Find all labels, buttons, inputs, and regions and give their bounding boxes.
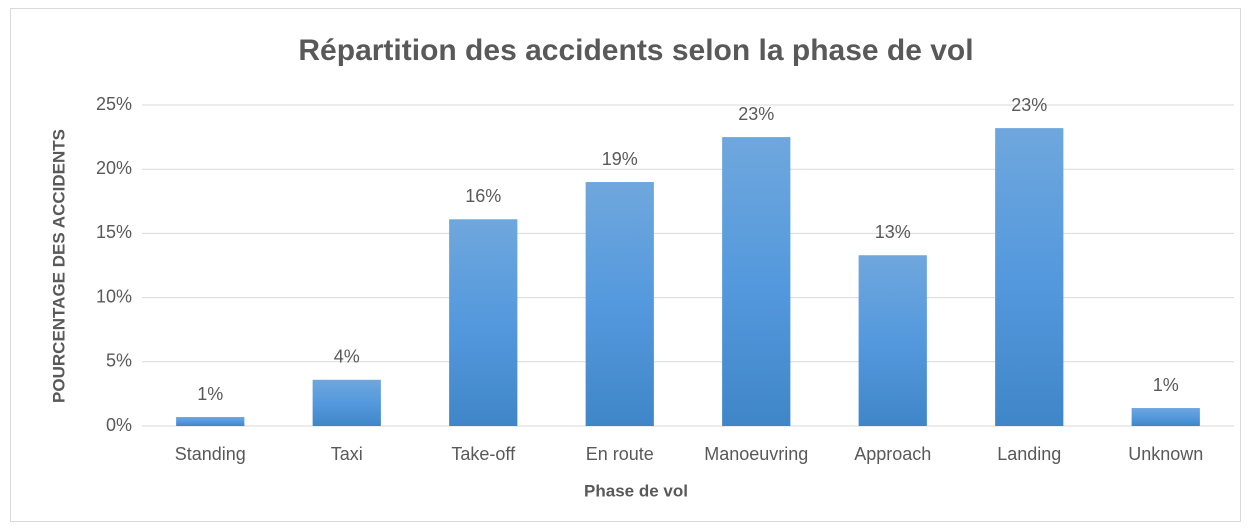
data-label: 13% <box>875 222 911 242</box>
data-label: 4% <box>334 347 360 367</box>
bar <box>176 417 245 426</box>
x-axis-label: Phase de vol <box>584 481 688 500</box>
x-tick-label: Manoeuvring <box>704 444 808 464</box>
y-tick-label: 20% <box>96 158 132 178</box>
data-label: 19% <box>602 149 638 169</box>
x-tick-label: Unknown <box>1128 444 1203 464</box>
y-tick-label: 25% <box>96 94 132 114</box>
y-axis-label: POURCENTAGE DES ACCIDENTS <box>49 129 68 403</box>
data-label: 23% <box>738 104 774 124</box>
bar <box>585 182 654 426</box>
bar <box>722 137 791 426</box>
x-tick-label: Take-off <box>451 444 516 464</box>
x-tick-label: Approach <box>854 444 931 464</box>
x-tick-label: Landing <box>997 444 1061 464</box>
x-tick-label: Standing <box>175 444 246 464</box>
bar <box>449 219 518 426</box>
x-tick-label: Taxi <box>331 444 363 464</box>
bar <box>858 255 927 426</box>
y-tick-label: 5% <box>106 351 132 371</box>
x-tick-label: En route <box>586 444 654 464</box>
bar <box>1131 408 1200 426</box>
y-tick-label: 15% <box>96 222 132 242</box>
data-label: 16% <box>465 186 501 206</box>
data-label: 1% <box>197 384 223 404</box>
data-label: 1% <box>1153 375 1179 395</box>
bar <box>995 128 1064 426</box>
bar <box>312 379 381 426</box>
chart-title: Répartition des accidents selon la phase… <box>298 34 973 67</box>
y-tick-label: 10% <box>96 286 132 306</box>
y-tick-label: 0% <box>106 415 132 435</box>
data-label: 23% <box>1011 95 1047 115</box>
